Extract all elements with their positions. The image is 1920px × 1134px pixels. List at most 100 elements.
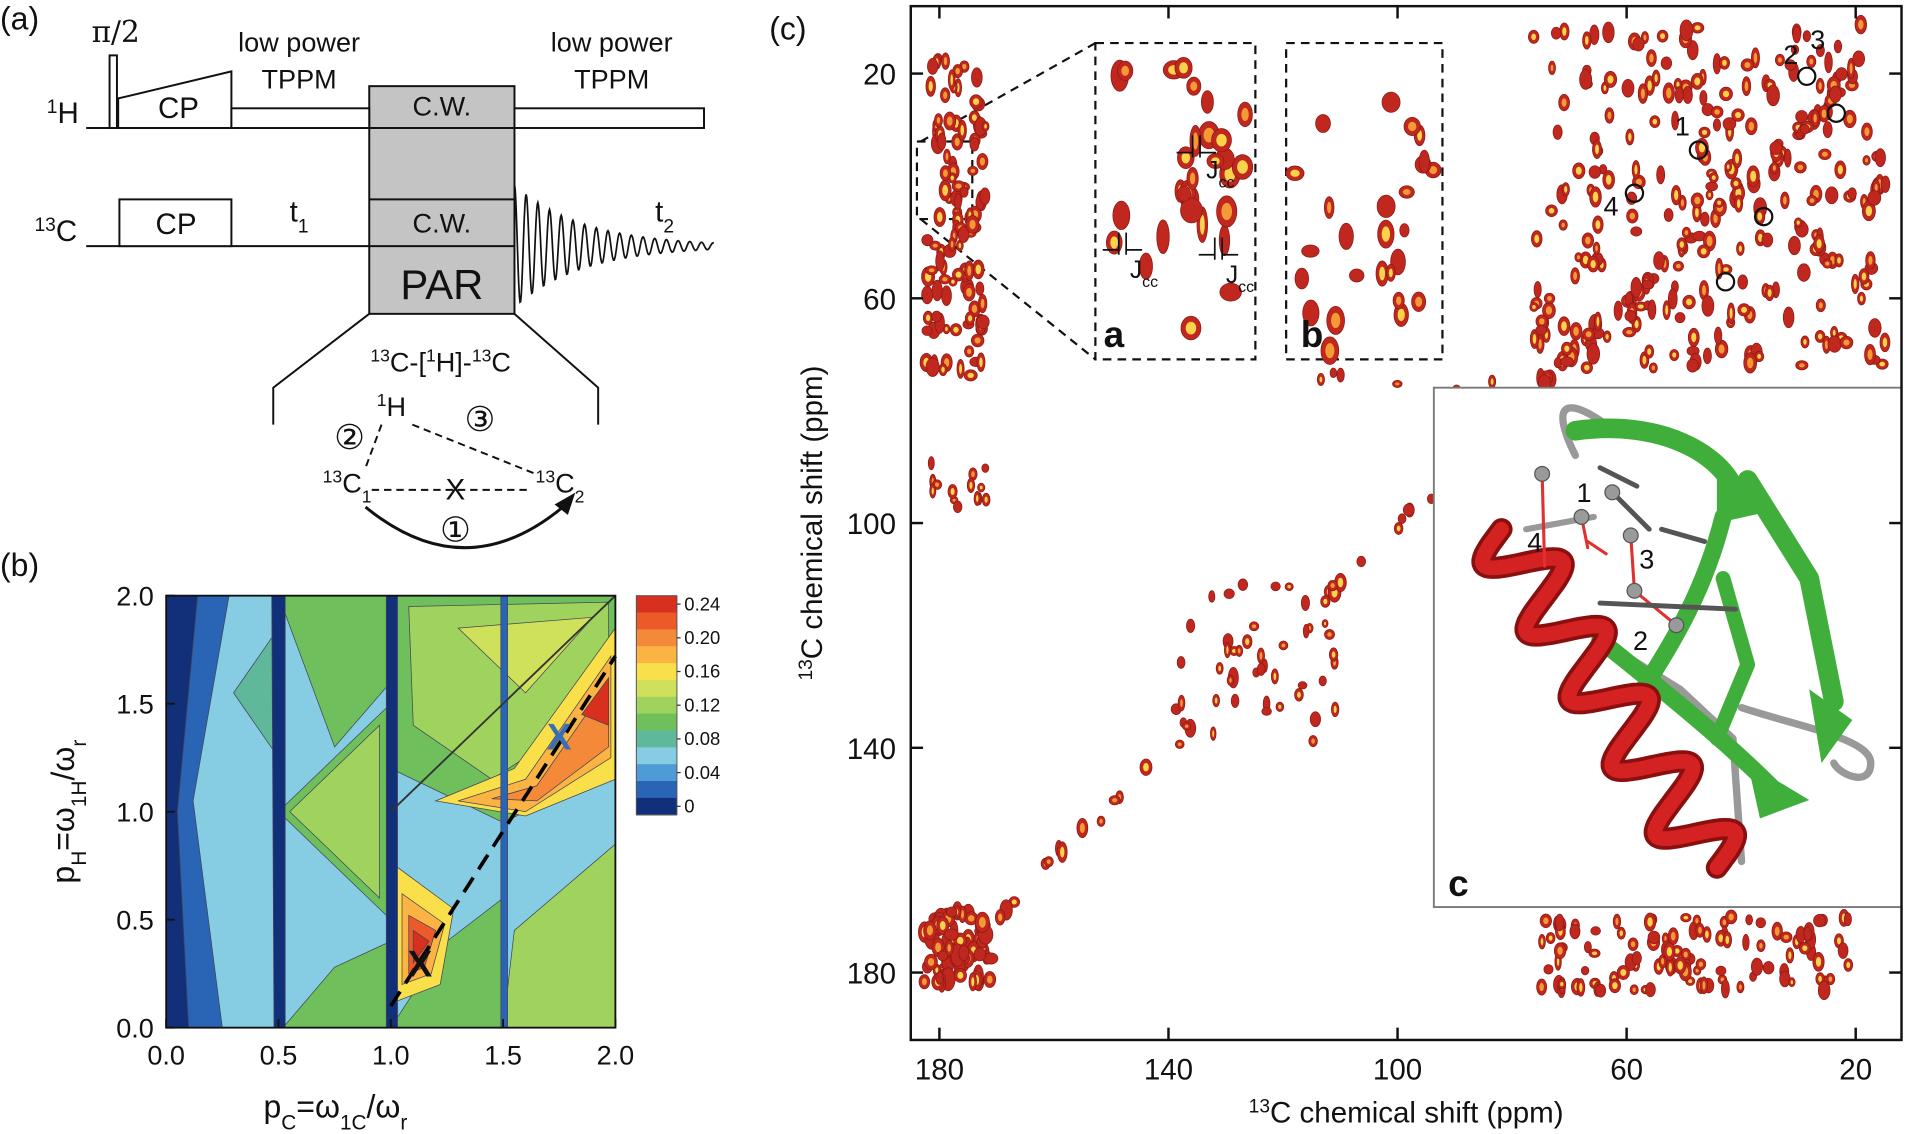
- peak-core: [1607, 75, 1614, 84]
- peak-core: [1695, 968, 1699, 973]
- peak-core: [1714, 109, 1720, 115]
- peak: [1660, 56, 1673, 70]
- x-tick-label: 100: [1373, 1053, 1422, 1086]
- peak: [1827, 335, 1842, 353]
- colorbar-label: 0.24: [684, 593, 720, 614]
- peak: [1843, 912, 1852, 927]
- peak-core: [1539, 318, 1545, 325]
- peak-core: [1184, 724, 1189, 728]
- peak-core: [1635, 178, 1642, 186]
- peak-core: [958, 243, 962, 248]
- peak: [1645, 982, 1656, 998]
- peak-core: [1879, 361, 1886, 367]
- peak-core: [1620, 969, 1627, 977]
- peak-core: [1584, 364, 1590, 371]
- text-part: 13: [1249, 1096, 1270, 1117]
- peak: [1624, 310, 1637, 322]
- protein-structure: [1471, 404, 1875, 879]
- text-part: H: [57, 97, 78, 130]
- x-tick-label: 0.5: [260, 1040, 298, 1071]
- peak-core: [1396, 296, 1402, 305]
- peak: [1302, 624, 1310, 639]
- peak: [1653, 251, 1665, 270]
- peak-core: [1686, 298, 1693, 306]
- coupling-label: Jcc: [1226, 262, 1254, 296]
- peak-core: [1582, 255, 1589, 265]
- peak-core: [1585, 236, 1591, 245]
- peak: [1270, 581, 1281, 592]
- peak: [1788, 236, 1801, 256]
- text-part: C: [555, 467, 575, 498]
- peak: [952, 500, 963, 514]
- peak-core: [953, 326, 959, 333]
- peak: [1569, 923, 1581, 940]
- panel-label: (b): [0, 547, 39, 583]
- peak-core: [1748, 121, 1755, 131]
- peak: [1713, 326, 1723, 345]
- colorbar-segment: [636, 730, 677, 748]
- fid: [513, 184, 715, 304]
- peak-core: [1231, 648, 1237, 654]
- peak: [1835, 67, 1848, 81]
- peak-core: [1796, 220, 1800, 225]
- peak-core: [1531, 33, 1537, 41]
- blocked-mark: X: [446, 474, 466, 507]
- peak-core: [975, 264, 982, 275]
- peak-core: [1199, 214, 1205, 235]
- peak-core: [1824, 340, 1829, 350]
- peak-core: [1683, 951, 1688, 958]
- peak-core: [1713, 213, 1718, 224]
- peak-core: [1661, 958, 1665, 965]
- peak-core: [1060, 846, 1065, 858]
- peak-core: [967, 372, 974, 379]
- peak-core: [1744, 81, 1749, 92]
- peak: [1418, 149, 1430, 174]
- peak: [1802, 30, 1811, 43]
- peak: [1376, 194, 1396, 218]
- peak: [1761, 232, 1774, 248]
- peak-core: [1722, 90, 1730, 98]
- peak: [1699, 90, 1708, 106]
- peak-core: [1821, 109, 1827, 118]
- assignment-circle: [1624, 183, 1645, 203]
- assignment-circle: [1688, 140, 1709, 160]
- dashed-path: [411, 423, 536, 475]
- peak-core: [1281, 643, 1286, 648]
- beta-arrow: [1809, 689, 1853, 764]
- text-part: 13: [536, 466, 556, 486]
- peak-core: [1864, 127, 1870, 137]
- transfer-label: 13C-[1H]-13C: [370, 346, 511, 378]
- peak-core: [1698, 142, 1706, 153]
- zoom-region: [915, 140, 974, 221]
- marker: X: [547, 717, 572, 758]
- peak-core: [1802, 945, 1808, 952]
- assignment-label: 4: [1604, 190, 1619, 221]
- decoupling-label: low power: [551, 27, 673, 58]
- peak: [1803, 926, 1813, 942]
- peak-core: [955, 67, 960, 75]
- peak-core: [1330, 583, 1335, 588]
- peak-core: [936, 117, 941, 124]
- peak: [1813, 913, 1826, 928]
- peak: [1705, 181, 1718, 192]
- peak: [1829, 85, 1842, 103]
- peak-core: [1564, 345, 1570, 352]
- peak-core: [1772, 165, 1776, 171]
- peak: [1554, 913, 1565, 932]
- peak-core: [1679, 241, 1684, 248]
- peak-core: [1782, 196, 1787, 205]
- peak: [1647, 930, 1661, 944]
- peak-core: [1396, 525, 1401, 532]
- text-part: =ω: [45, 807, 81, 851]
- peak-core: [1278, 704, 1282, 709]
- peak-core: [1828, 976, 1833, 982]
- peak-core: [1701, 285, 1706, 296]
- peak-core: [959, 363, 963, 374]
- peak: [937, 132, 947, 151]
- peak: [1674, 86, 1684, 104]
- peak-core: [1652, 118, 1658, 125]
- text-part: 1: [377, 390, 387, 410]
- peak-core: [950, 240, 954, 248]
- peak-core: [984, 124, 987, 129]
- peak-core: [1674, 948, 1680, 954]
